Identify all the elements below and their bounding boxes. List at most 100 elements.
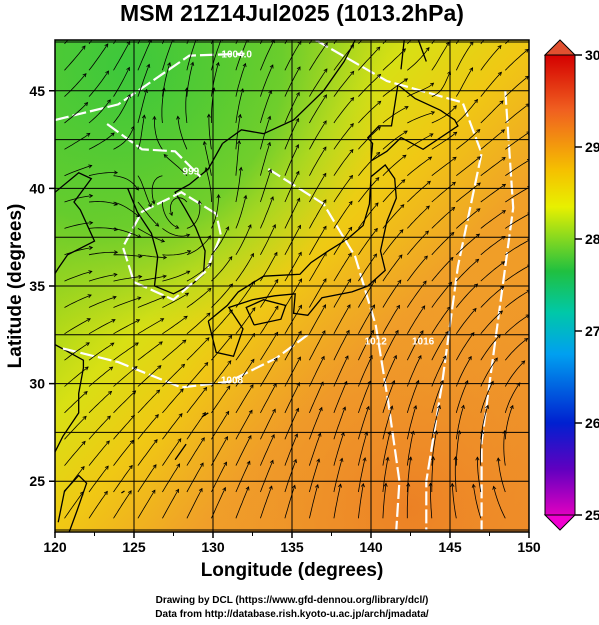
streamline-arrow — [297, 330, 302, 335]
streamline — [64, 247, 93, 256]
streamline-arrow — [273, 357, 278, 362]
streamline-arrow — [169, 211, 173, 217]
streamline-arrow — [296, 66, 301, 71]
coastline-segment — [57, 474, 88, 532]
streamline-arrow — [84, 102, 89, 107]
x-tick-label: 130 — [201, 539, 225, 555]
streamline — [235, 253, 254, 282]
streamline — [137, 489, 156, 519]
streamline-arrow — [251, 307, 256, 312]
streamline-arrow — [225, 226, 230, 231]
streamline-arrow — [376, 73, 382, 78]
streamline — [455, 332, 475, 361]
colorbar-tick-label: 308 — [585, 47, 599, 63]
streamline — [162, 270, 190, 282]
streamline — [186, 437, 205, 466]
streamline — [431, 156, 457, 177]
streamline — [333, 458, 343, 493]
streamline-arrow — [137, 296, 142, 301]
streamline-arrow — [410, 430, 415, 435]
streamline — [260, 357, 278, 387]
isobar-label: 1004.0 — [221, 50, 252, 61]
streamline-arrow — [274, 305, 279, 310]
streamline-arrow — [295, 170, 300, 175]
streamline-arrow — [160, 318, 165, 322]
streamline-arrow — [247, 434, 252, 440]
streamline — [382, 254, 403, 282]
streamline-arrow — [427, 156, 433, 161]
streamline — [333, 330, 350, 361]
streamline-arrow — [82, 415, 87, 420]
streamline — [260, 142, 271, 176]
streamline-arrow — [186, 270, 191, 275]
streamline-arrow — [322, 172, 327, 177]
streamline-arrow — [526, 158, 529, 163]
x-tick-label: 150 — [517, 539, 541, 555]
streamline — [88, 70, 109, 97]
streamline-arrow — [206, 312, 211, 317]
streamline-arrow — [224, 435, 229, 441]
streamline — [88, 99, 111, 124]
streamline — [260, 116, 271, 150]
streamline — [309, 484, 319, 519]
streamline — [406, 280, 427, 308]
streamline — [406, 255, 428, 282]
streamline — [504, 360, 525, 387]
streamline-arrow — [509, 404, 514, 410]
streamline — [480, 430, 483, 466]
streamline — [64, 342, 90, 361]
streamline — [309, 304, 326, 334]
streamline — [211, 487, 226, 519]
streamline — [235, 224, 252, 256]
streamline-arrow — [179, 388, 184, 393]
streamline-arrow — [111, 319, 116, 323]
streamline-arrow — [180, 363, 186, 368]
streamline — [455, 67, 473, 97]
streamline-arrow — [199, 462, 204, 467]
streamline-arrow — [104, 465, 109, 470]
streamline — [497, 458, 506, 493]
streamline — [382, 305, 400, 334]
streamline-arrow — [106, 99, 111, 104]
streamline-arrow — [474, 98, 479, 104]
plot-area: 1004.0 999 1008 1012 1016 — [55, 40, 529, 532]
streamline-arrow — [430, 111, 436, 115]
streamline — [493, 486, 506, 519]
streamline-arrow — [271, 434, 275, 439]
streamline-arrow — [345, 329, 350, 334]
streamline — [64, 165, 92, 177]
streamline — [88, 391, 112, 414]
streamline — [505, 239, 529, 256]
streamline — [260, 90, 272, 124]
streamline — [309, 433, 321, 466]
streamline — [382, 229, 404, 256]
streamline-arrow — [373, 253, 377, 258]
colorbar-bottom-triangle — [543, 514, 577, 531]
streamline-arrow — [203, 386, 208, 392]
streamline — [88, 319, 116, 335]
streamline — [162, 228, 190, 237]
streamline-arrow — [147, 203, 152, 208]
streamline — [382, 355, 397, 387]
streamline — [309, 120, 327, 150]
streamline — [64, 45, 86, 71]
streamline-arrow — [243, 194, 248, 200]
streamline-arrow — [424, 230, 429, 235]
streamline-arrow — [406, 482, 411, 487]
streamline-arrow — [374, 202, 379, 207]
streamline-arrow — [88, 164, 93, 169]
streamline-arrow — [292, 484, 296, 489]
streamline — [431, 430, 437, 466]
streamline-arrow — [394, 329, 399, 335]
streamline — [382, 204, 405, 229]
streamline-arrow — [475, 233, 481, 238]
isobar-line — [106, 123, 202, 178]
streamline-arrow — [497, 44, 502, 50]
streamline-arrow — [202, 140, 207, 146]
streamline — [113, 465, 133, 493]
streamline — [406, 405, 417, 440]
streamline-arrow — [501, 235, 506, 240]
y-tick-label: 45 — [29, 83, 45, 99]
streamline — [203, 141, 212, 176]
streamline — [480, 261, 505, 282]
